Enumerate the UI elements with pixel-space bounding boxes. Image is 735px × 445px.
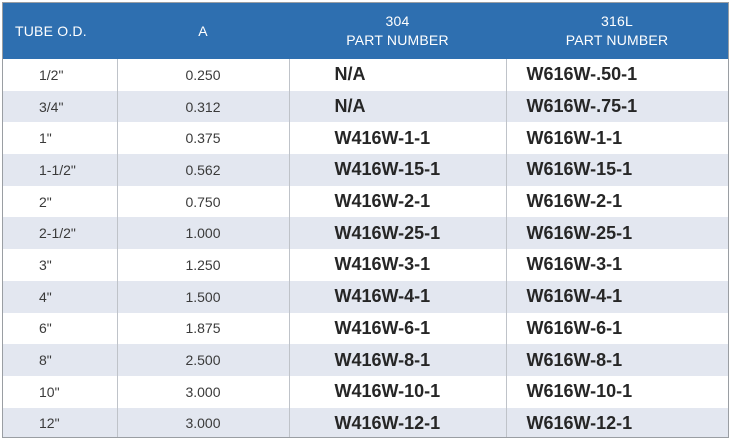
cell-304-part-number: W416W-8-1 <box>289 344 507 376</box>
cell-304-part-number: W416W-6-1 <box>289 312 507 345</box>
cell-304-part-number: W416W-1-1 <box>289 122 507 155</box>
cell-a: 2.500 <box>117 344 290 376</box>
cell-316l-part-number: W616W-1-1 <box>526 127 623 148</box>
cell-a: 3.000 <box>117 375 290 408</box>
table-row: 3" 1.250 W416W-3-1 W616W-3-1 <box>3 249 728 281</box>
part-number-table: TUBE O.D. A 304 PART NUMBER 316L PART NU… <box>3 3 728 437</box>
cell-tube-od: 10" <box>3 375 118 408</box>
cell-316l-part-number: W616W-.50-1 <box>526 64 638 85</box>
table-row: 6" 1.875 W416W-6-1 W616W-6-1 <box>3 312 728 345</box>
cell-304-part-number: W416W-3-1 <box>289 249 507 281</box>
cell-a: 3.000 <box>117 407 290 437</box>
cell-tube-od: 4" <box>3 280 118 313</box>
cell-a: 0.375 <box>117 122 290 155</box>
part-number-table-container: TUBE O.D. A 304 PART NUMBER 316L PART NU… <box>2 2 729 438</box>
table-row: 10" 3.000 W416W-10-1 W616W-10-1 <box>3 375 728 408</box>
header-304-part-number: 304 PART NUMBER <box>289 3 506 59</box>
cell-tube-od: 3/4" <box>3 90 118 123</box>
cell-a: 1.875 <box>117 312 290 345</box>
cell-tube-od: 6" <box>3 312 118 345</box>
cell-316l-part-number: W616W-3-1 <box>526 254 623 275</box>
table-row: 1-1/2" 0.562 W416W-15-1 W616W-15-1 <box>3 154 728 186</box>
table-row: 2" 0.750 W416W-2-1 W616W-2-1 <box>3 185 728 218</box>
table-row: 4" 1.500 W416W-4-1 W616W-4-1 <box>3 280 728 313</box>
cell-tube-od: 1-1/2" <box>3 154 118 186</box>
table-row: 8" 2.500 W416W-8-1 W616W-8-1 <box>3 344 728 376</box>
table-row: 2-1/2" 1.000 W416W-25-1 W616W-25-1 <box>3 217 728 250</box>
cell-316l-part-number: W616W-12-1 <box>526 412 633 433</box>
header-304-line1: 304 <box>385 13 410 29</box>
table-body: 1/2" 0.250 N/A W616W-.50-1 3/4" 0.312 N/A W616W… <box>3 59 728 437</box>
cell-304-part-number: W416W-15-1 <box>289 154 507 186</box>
cell-304-part-number: W416W-10-1 <box>289 375 507 408</box>
cell-a: 1.500 <box>117 280 290 313</box>
cell-316l-part-number: W616W-.75-1 <box>526 96 638 117</box>
cell-304-part-number: N/A <box>289 90 507 123</box>
cell-316l-part-number: W616W-25-1 <box>526 222 633 243</box>
header-316l-part-number: 316L PART NUMBER <box>506 3 728 59</box>
cell-tube-od: 3" <box>3 249 118 281</box>
header-304-line2: PART NUMBER <box>346 32 449 48</box>
cell-a: 1.250 <box>117 249 290 281</box>
header-tube-od: TUBE O.D. <box>15 22 87 39</box>
cell-304-part-number: N/A <box>289 59 507 91</box>
cell-tube-od: 8" <box>3 344 118 376</box>
cell-304-part-number: W416W-2-1 <box>289 185 507 218</box>
cell-316l-part-number: W616W-4-1 <box>526 286 623 307</box>
cell-304-part-number: W416W-12-1 <box>289 407 507 437</box>
cell-tube-od: 12" <box>3 407 118 437</box>
cell-a: 0.250 <box>117 59 290 91</box>
header-316l-line1: 316L <box>601 13 633 29</box>
table-row: 3/4" 0.312 N/A W616W-.75-1 <box>3 90 728 123</box>
cell-316l-part-number: W616W-2-1 <box>526 191 623 212</box>
cell-316l-part-number: W616W-15-1 <box>526 159 633 180</box>
cell-tube-od: 1/2" <box>3 59 118 91</box>
table-row: 1" 0.375 W416W-1-1 W616W-1-1 <box>3 122 728 155</box>
cell-316l-part-number: W616W-8-1 <box>526 349 623 370</box>
table-row: 1/2" 0.250 N/A W616W-.50-1 <box>3 59 728 91</box>
header-row: TUBE O.D. A 304 PART NUMBER 316L PART NU… <box>3 3 728 59</box>
header-a: A <box>198 22 208 39</box>
cell-tube-od: 2" <box>3 185 118 218</box>
cell-a: 0.312 <box>117 90 290 123</box>
header-316l-line2: PART NUMBER <box>565 32 669 48</box>
cell-316l-part-number: W616W-6-1 <box>526 317 623 338</box>
table-row: 12" 3.000 W416W-12-1 W616W-12-1 <box>3 407 728 437</box>
cell-316l-part-number: W616W-10-1 <box>526 381 633 402</box>
cell-a: 1.000 <box>117 217 290 250</box>
cell-tube-od: 1" <box>3 122 118 155</box>
cell-a: 0.750 <box>117 185 290 218</box>
cell-a: 0.562 <box>117 154 290 186</box>
cell-304-part-number: W416W-4-1 <box>289 280 507 313</box>
table-header: TUBE O.D. A 304 PART NUMBER 316L PART NU… <box>3 3 728 59</box>
cell-304-part-number: W416W-25-1 <box>289 217 507 250</box>
cell-tube-od: 2-1/2" <box>3 217 118 250</box>
